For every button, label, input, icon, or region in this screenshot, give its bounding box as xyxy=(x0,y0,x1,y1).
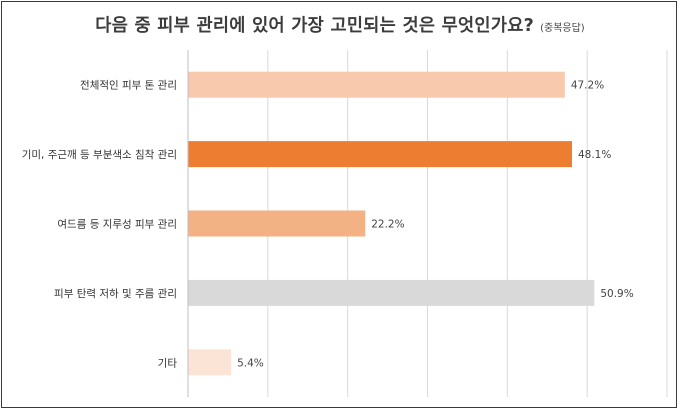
category-label-2: 여드름 등 지루성 피부 관리 xyxy=(57,219,177,231)
value-label-0: 47.2% xyxy=(571,80,604,92)
category-label-0: 전체적인 피부 톤 관리 xyxy=(80,80,177,92)
title-row: 다음 중 피부 관리에 있어 가장 고민되는 것은 무엇인가요? (중복응답) xyxy=(2,12,678,37)
value-label-2: 22.2% xyxy=(371,219,404,231)
bar-4 xyxy=(188,349,232,376)
category-label-3: 피부 탄력 저하 및 주름 관리 xyxy=(54,287,177,300)
chart-subtitle: (중복응답) xyxy=(540,23,585,34)
bar-3 xyxy=(188,279,595,306)
chart-title: 다음 중 피부 관리에 있어 가장 고민되는 것은 무엇인가요? xyxy=(95,16,535,36)
bar-1 xyxy=(188,141,572,168)
category-label-4: 기타 xyxy=(158,357,178,369)
value-label-4: 5.4% xyxy=(237,357,264,369)
value-label-3: 50.9% xyxy=(600,288,633,300)
bar-2 xyxy=(188,210,366,237)
bar-0 xyxy=(188,71,565,98)
value-label-1: 48.1% xyxy=(578,149,611,161)
category-label-1: 기미, 주근깨 등 부분색소 침착 관리 xyxy=(22,149,177,161)
